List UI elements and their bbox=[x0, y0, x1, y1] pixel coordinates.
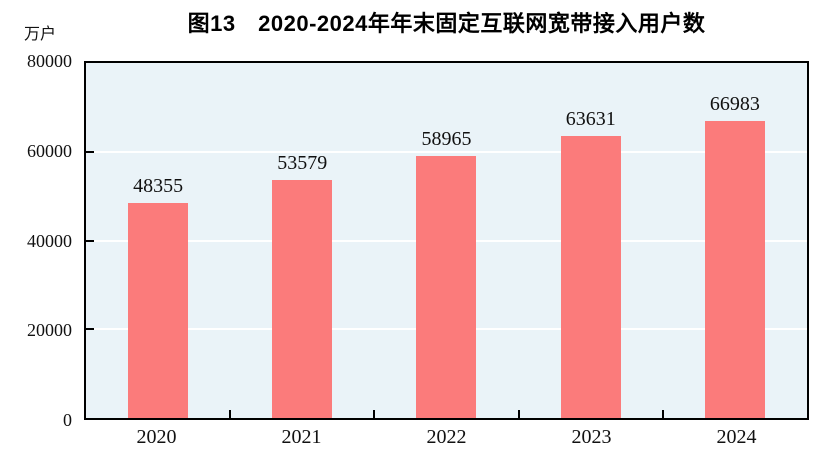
y-axis-label-60000: 60000 bbox=[27, 140, 72, 161]
bar-group-2023: 63631 bbox=[519, 63, 663, 418]
plot-area: 48355 53579 58965 63631 66983 bbox=[84, 61, 809, 420]
x-axis-label-2020: 2020 bbox=[136, 426, 177, 448]
bar-2021 bbox=[272, 180, 333, 418]
y-axis-label-20000: 20000 bbox=[27, 320, 72, 341]
bar-value-label: 53579 bbox=[277, 152, 328, 175]
x-axis-label-2023: 2023 bbox=[571, 426, 612, 448]
bar-value-label: 63631 bbox=[565, 107, 616, 130]
y-axis-tick-labels: 0 20000 40000 60000 80000 bbox=[0, 52, 72, 429]
x-axis-tick-mark bbox=[373, 410, 376, 418]
bar-value-label: 48355 bbox=[133, 175, 184, 198]
x-axis-label-2022: 2022 bbox=[426, 426, 467, 448]
bar-group-2022: 58965 bbox=[374, 63, 518, 418]
bar-group-2020: 48355 bbox=[86, 63, 230, 418]
y-axis-label-40000: 40000 bbox=[27, 230, 72, 251]
bar-group-2021: 53579 bbox=[230, 63, 374, 418]
x-axis-tick-mark bbox=[229, 410, 232, 418]
y-axis-label-0: 0 bbox=[63, 410, 72, 430]
x-axis-tick-mark bbox=[661, 410, 664, 418]
bar-2020 bbox=[128, 203, 189, 418]
x-axis-tick-labels: 2020 2021 2022 2023 2024 bbox=[84, 426, 809, 452]
y-axis-label-80000: 80000 bbox=[27, 51, 72, 71]
y-axis-unit-label: 万户 bbox=[24, 26, 57, 43]
y-axis-tick-mark bbox=[86, 150, 94, 153]
bar-2023 bbox=[560, 135, 621, 418]
bar-group-2024: 66983 bbox=[663, 63, 807, 418]
gridline-60000 bbox=[86, 150, 807, 153]
y-axis-tick-mark bbox=[86, 328, 94, 331]
bar-value-label: 66983 bbox=[709, 92, 760, 115]
bar-value-label: 58965 bbox=[421, 128, 472, 151]
bar-2022 bbox=[416, 156, 477, 418]
bar-2024 bbox=[704, 120, 765, 418]
x-axis-tick-mark bbox=[517, 410, 520, 418]
x-axis-label-2024: 2024 bbox=[716, 426, 757, 448]
x-axis-label-2021: 2021 bbox=[281, 426, 322, 448]
y-axis-tick-mark bbox=[86, 239, 94, 242]
chart-title: 图13 2020-2024年年末固定互联网宽带接入用户数 bbox=[187, 11, 706, 36]
